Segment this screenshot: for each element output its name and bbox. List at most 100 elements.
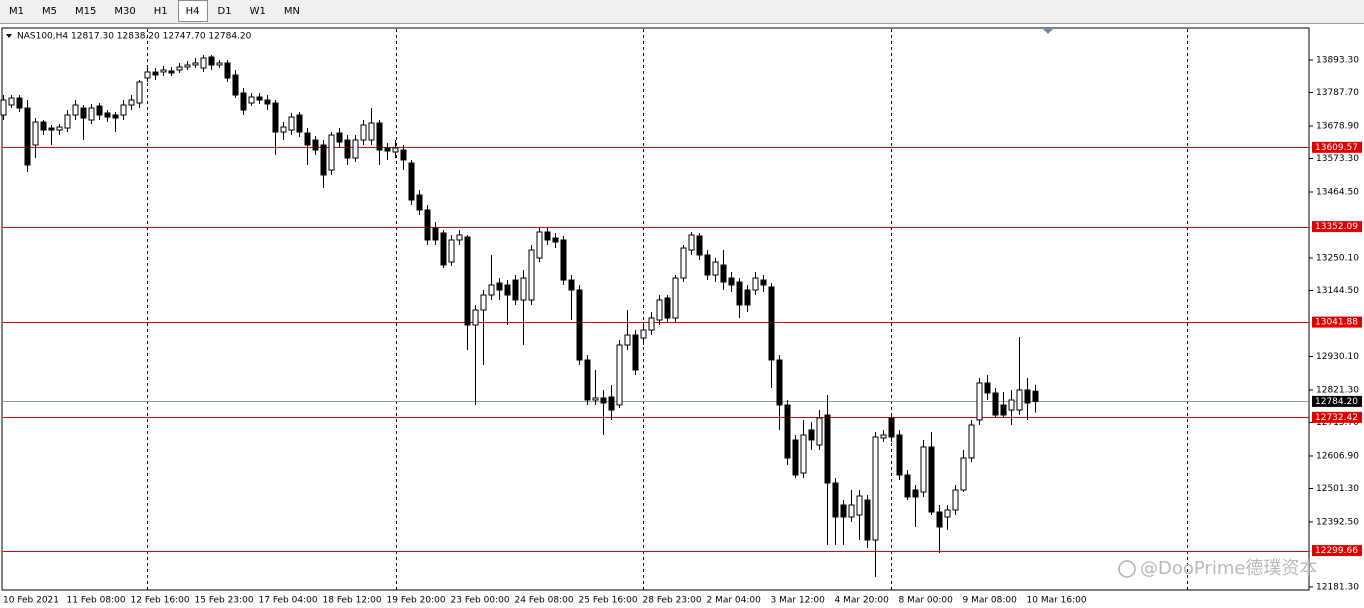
timeframe-tab[interactable]: H1 <box>153 6 168 17</box>
timeframe-tab[interactable]: M15 <box>75 6 97 17</box>
timeframe-tab[interactable]: M30 <box>114 6 136 17</box>
candle-body <box>752 277 759 291</box>
candle-body <box>296 114 303 133</box>
candle-body <box>464 236 471 326</box>
candle-body <box>576 289 583 361</box>
candle-body <box>440 232 447 266</box>
candle-body <box>536 231 543 259</box>
candle-body <box>328 134 335 171</box>
x-tick-label: 4 Mar 20:00 <box>835 596 890 606</box>
y-tick-label: 12181.30 <box>1316 582 1359 592</box>
candle-body <box>48 127 55 131</box>
candle-body <box>168 70 175 74</box>
candle-body <box>496 282 503 291</box>
candle-body <box>232 74 239 96</box>
candle-body <box>856 495 863 516</box>
timeframe-tab[interactable]: MN <box>283 6 300 17</box>
candle-body <box>488 284 495 296</box>
level-label-box <box>1312 141 1362 153</box>
candle-body <box>192 62 199 66</box>
candle-body <box>24 107 31 166</box>
level-label-box <box>1312 221 1362 233</box>
candle-body <box>432 227 439 241</box>
candle-body <box>240 92 247 111</box>
candle-body <box>288 116 295 131</box>
candle-body <box>768 286 775 361</box>
timeframe-tab[interactable]: W1 <box>249 6 266 17</box>
candle-body <box>504 284 511 296</box>
candle-body <box>680 247 687 279</box>
candle-body <box>208 56 215 66</box>
candle-body <box>1000 404 1007 416</box>
y-tick-label: 13787.70 <box>1316 88 1359 98</box>
candle-body <box>16 97 23 109</box>
timeframe-tab[interactable]: H4 <box>177 0 208 22</box>
candle-body <box>936 511 943 528</box>
timeframe-tab[interactable]: M1 <box>9 6 24 17</box>
candle-body <box>1032 390 1039 402</box>
candle-body <box>904 474 911 498</box>
candle-body <box>304 132 311 146</box>
candle-body <box>64 114 71 129</box>
y-tick-label: 12715.70 <box>1316 418 1359 428</box>
x-tick-label: 10 Mar 16:00 <box>1027 596 1087 606</box>
candle-body <box>280 126 287 133</box>
candle-body <box>448 239 455 263</box>
candle-body <box>824 414 831 484</box>
candle-body <box>744 289 751 306</box>
x-tick-label: 23 Feb 00:00 <box>451 596 510 606</box>
candle-body <box>88 107 95 121</box>
y-tick-label: 12821.30 <box>1316 385 1359 395</box>
candle-body <box>216 62 223 66</box>
candle-body <box>272 102 279 133</box>
candle-body <box>152 71 159 76</box>
candle-body <box>888 417 895 438</box>
candle-body <box>688 234 695 251</box>
x-tick-label: 11 Feb 08:00 <box>67 596 126 606</box>
candle-body <box>728 277 735 286</box>
candle-body <box>632 334 639 371</box>
x-tick-label: 17 Feb 04:00 <box>259 596 318 606</box>
timeframe-tab[interactable]: M5 <box>42 6 57 17</box>
candle-body <box>800 434 807 474</box>
x-tick-label: 24 Feb 08:00 <box>515 596 574 606</box>
candle-body <box>456 234 463 241</box>
candle-body <box>568 279 575 291</box>
candle-body <box>184 64 191 68</box>
price-label-box <box>1312 395 1362 407</box>
candle-body <box>360 124 367 141</box>
candle-body <box>480 294 487 311</box>
candle-body <box>544 231 551 241</box>
candle-body <box>368 122 375 141</box>
level-label: 12732.42 <box>1315 413 1358 423</box>
candle-body <box>664 297 671 319</box>
candle-body <box>840 504 847 518</box>
watermark-logo <box>1118 560 1136 578</box>
candle-body <box>928 446 935 513</box>
candle-body <box>944 509 951 518</box>
candle-body <box>912 489 919 498</box>
candle-body <box>56 126 63 131</box>
candle-body <box>552 237 559 243</box>
candle-body <box>808 429 815 441</box>
candle-body <box>624 334 631 346</box>
candle-body <box>952 489 959 511</box>
timeframe-tab[interactable]: D1 <box>217 6 232 17</box>
candle-body <box>872 436 879 541</box>
candle-body <box>392 147 399 153</box>
y-tick-label: 13144.50 <box>1316 286 1359 296</box>
candle-body <box>528 249 535 301</box>
candle-body <box>592 397 599 401</box>
symbol-menu-icon[interactable] <box>6 34 12 38</box>
candle-body <box>736 281 743 306</box>
candle-body <box>0 99 7 116</box>
price-label: 12784.20 <box>1315 397 1358 407</box>
candle-body <box>920 446 927 493</box>
candle-body <box>656 299 663 321</box>
level-label-box <box>1312 545 1362 557</box>
candle-body <box>784 404 791 459</box>
x-tick-label: 10 Feb 2021 <box>3 596 59 606</box>
y-tick-label: 12392.50 <box>1316 517 1359 527</box>
